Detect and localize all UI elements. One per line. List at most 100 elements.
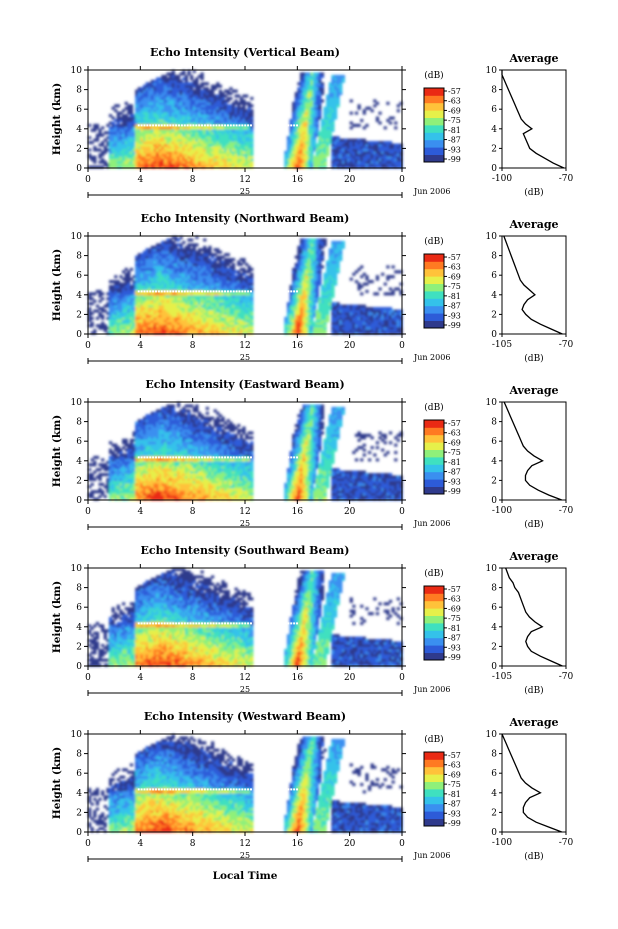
heatmap-cell: [328, 121, 332, 125]
heatmap-cell: [210, 119, 215, 123]
heatmap-cell: [305, 143, 309, 147]
heatmap-cell: [213, 138, 217, 142]
heatmap-cell: [247, 321, 251, 325]
heatmap-cell: [307, 324, 312, 328]
heatmap-cell: [302, 270, 306, 274]
heatmap-cell: [213, 292, 217, 296]
heatmap-cell: [218, 287, 223, 291]
heatmap-cell: [216, 280, 220, 284]
heatmap-cell: [116, 302, 120, 306]
heatmap-cell: [153, 150, 157, 154]
heatmap-cell: [333, 94, 338, 98]
heatmap-cell: [367, 155, 372, 159]
heatmap-cell: [163, 277, 168, 281]
heatmap-cell: [174, 321, 178, 325]
heatmap-cell: [216, 309, 220, 313]
heatmap-cell: [182, 72, 186, 76]
heatmap-cell: [315, 116, 319, 120]
heatmap-cell: [305, 304, 309, 308]
heatmap-cell: [179, 299, 183, 303]
heatmap-cell: [208, 114, 212, 118]
heatmap-cell: [127, 155, 131, 159]
heatmap-cell: [289, 294, 293, 298]
heatmap-cell: [289, 331, 293, 335]
heatmap-cell: [137, 321, 141, 325]
heatmap-cell: [190, 329, 194, 333]
heatmap-cell: [313, 160, 317, 164]
heatmap-cell: [124, 277, 128, 281]
heatmap-cell: [292, 272, 296, 276]
heatmap-cell: [187, 294, 191, 298]
heatmap-cell: [166, 99, 170, 103]
heatmap-cell: [135, 324, 139, 328]
heatmap-cell: [142, 326, 147, 330]
heatmap-cell: [237, 329, 241, 333]
heatmap-cell: [250, 141, 254, 145]
heatmap-cell: [305, 275, 309, 279]
heatmap-cell: [336, 148, 340, 152]
heatmap-cell: [297, 280, 301, 284]
heatmap-cell: [169, 277, 173, 281]
heatmap-cell: [310, 138, 314, 142]
heatmap-cell: [190, 123, 194, 127]
heatmap-cell: [224, 148, 228, 152]
heatmap-cell: [163, 309, 168, 313]
heatmap-cell: [242, 155, 246, 159]
heatmap-cell: [132, 324, 136, 328]
heatmap-cell: [132, 287, 136, 291]
heatmap-cell: [302, 321, 306, 325]
heatmap-cell: [218, 109, 223, 113]
heatmap-cell: [129, 111, 134, 115]
heatmap-cell: [106, 331, 110, 335]
heatmap-cell: [391, 150, 395, 154]
heatmap-cell: [242, 280, 246, 284]
heatmap-cell: [210, 165, 215, 169]
heatmap-cell: [386, 160, 390, 164]
heatmap-cell: [354, 141, 359, 145]
heatmap-cell: [176, 106, 181, 110]
heatmap-cell: [216, 297, 220, 301]
heatmap-cell: [158, 133, 162, 137]
heatmap-cell: [307, 153, 312, 157]
heatmap-cell: [310, 136, 314, 140]
heatmap-cell: [182, 99, 186, 103]
heatmap-cell: [132, 128, 136, 132]
heatmap-cell: [318, 111, 322, 115]
heatmap-cell: [213, 297, 217, 301]
y-tick-label: 4: [76, 125, 82, 135]
heatmap-cell: [302, 285, 306, 289]
heatmap-cell: [305, 99, 309, 103]
heatmap-cell: [171, 116, 175, 120]
heatmap-cell: [203, 87, 207, 91]
heatmap-cell: [179, 145, 183, 149]
heatmap-cell: [242, 258, 246, 262]
heatmap-cell: [315, 123, 319, 127]
heatmap-cell: [302, 96, 306, 100]
heatmap-cell: [148, 109, 152, 113]
heatmap-cell: [242, 309, 246, 313]
heatmap-cell: [294, 104, 298, 108]
heatmap-cell: [135, 258, 139, 262]
heatmap-cell: [302, 258, 306, 262]
heatmap-cell: [140, 287, 144, 291]
heatmap-cell: [365, 150, 369, 154]
heatmap-cell: [156, 326, 160, 330]
heatmap-cell: [171, 280, 175, 284]
heatmap-cell: [129, 158, 134, 162]
heatmap-cell: [328, 138, 332, 142]
heatmap-cell: [124, 316, 128, 320]
heatmap-cell: [205, 265, 209, 269]
heatmap-cell: [242, 267, 246, 271]
heatmap-cell: [331, 150, 335, 154]
heatmap-cell: [171, 250, 175, 254]
heatmap-cell: [200, 109, 204, 113]
heatmap-cell: [114, 285, 118, 289]
heatmap-cell: [297, 111, 301, 115]
heatmap-cell: [195, 153, 199, 157]
heatmap-cell: [114, 280, 118, 284]
panel-2: Echo Intensity (Northward Beam)0246810He…: [51, 212, 574, 364]
heatmap-cell: [331, 160, 335, 164]
heatmap-cell: [195, 87, 199, 91]
heatmap-cell: [103, 329, 107, 333]
heatmap-cell: [320, 123, 325, 127]
